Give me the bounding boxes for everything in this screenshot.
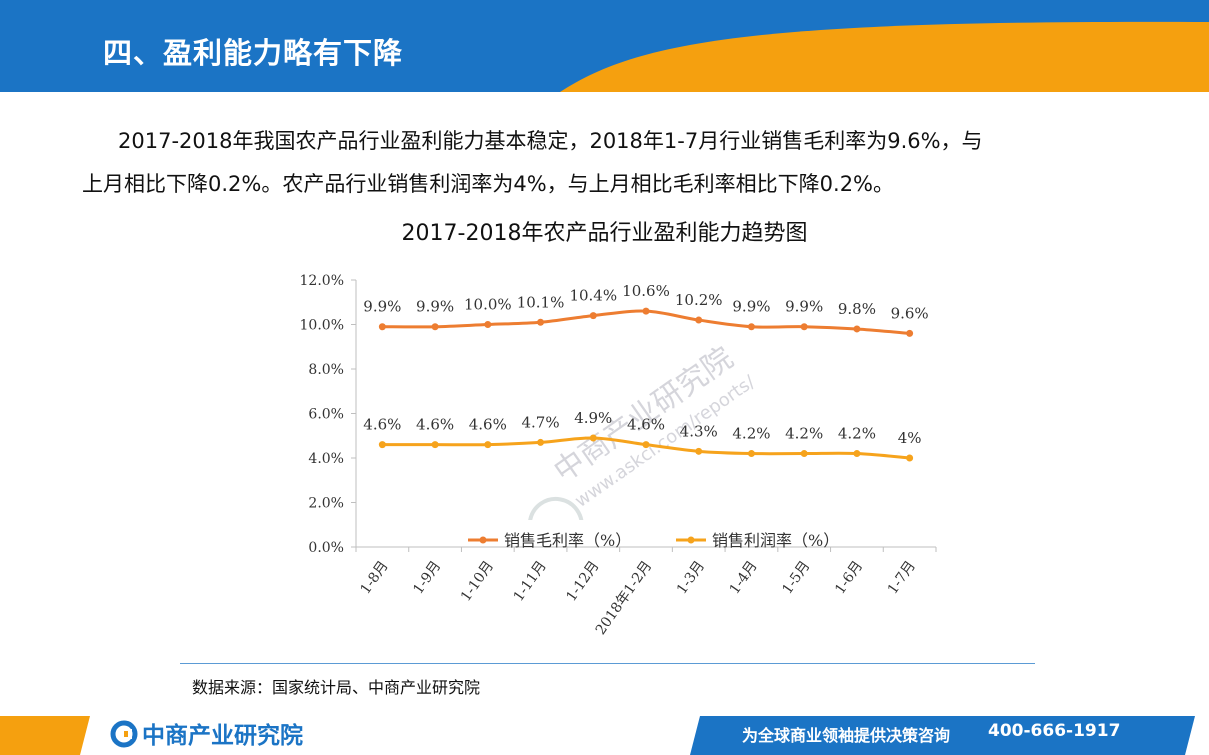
data-point: [484, 321, 492, 328]
watermark-logo: 中商产业研究院 www.askci.com/reports/: [527, 341, 760, 520]
data-label: 4.6%: [627, 416, 665, 434]
data-point: [537, 438, 545, 446]
x-tick-label: 2018年1-2月: [593, 558, 656, 638]
data-point: [853, 450, 861, 458]
legend-label: 销售毛利率（%）: [504, 531, 631, 550]
data-label: 4.2%: [838, 425, 876, 443]
data-label: 10.6%: [622, 282, 670, 300]
x-tick-label: 1-10月: [458, 558, 497, 604]
data-label: 4.6%: [416, 416, 454, 434]
data-point: [484, 441, 492, 449]
x-tick-label: 1-3月: [674, 558, 708, 597]
data-point: [589, 434, 597, 442]
legend-swatch-marker: [687, 536, 695, 544]
footer-banner: [0, 716, 1195, 755]
page-title: 四、盈利能力略有下降: [103, 36, 404, 70]
data-label: 10.2%: [675, 291, 723, 309]
data-point: [431, 323, 439, 331]
data-label: 9.9%: [416, 298, 454, 316]
data-point: [537, 318, 545, 326]
y-tick-label: 6.0%: [308, 407, 344, 423]
line-chart: 0.0% 2.0% 4.0% 6.0% 8.0% 10.0% 12.0% 1-8月 1-9月 1-…: [300, 273, 937, 638]
x-tick-label: 1-8月: [358, 558, 392, 597]
data-point: [800, 450, 808, 458]
data-label: 4.6%: [469, 416, 507, 434]
x-tick-label: 1-4月: [727, 558, 761, 597]
data-label: 9.9%: [732, 298, 770, 316]
source-divider: [180, 663, 1035, 664]
data-point: [642, 441, 650, 449]
x-tick-label: 1-9月: [410, 558, 444, 597]
data-label: 10.1%: [517, 293, 565, 311]
data-label: 10.0%: [464, 296, 512, 314]
intro-line-2: 上月相比下降0.2%。农产品行业销售利润率为4%，与上月相比毛利率相比下降0.2…: [82, 172, 895, 196]
data-point: [378, 323, 386, 331]
intro-paragraph: 2017-2018年我国农产品行业盈利能力基本稳定，2018年1-7月行业销售毛…: [82, 120, 1122, 206]
data-point: [906, 454, 914, 462]
legend-label: 销售利润率（%）: [712, 531, 839, 550]
y-tick-label: 2.0%: [308, 496, 344, 512]
data-label: 9.9%: [363, 298, 401, 316]
data-label: 9.6%: [891, 304, 929, 322]
chart-title: 2017-2018年农产品行业盈利能力趋势图: [401, 221, 808, 246]
y-tick-label: 10.0%: [300, 318, 344, 334]
data-point: [853, 325, 861, 333]
x-tick-label: 1-5月: [779, 558, 813, 597]
data-point: [747, 450, 755, 458]
data-label: 9.9%: [785, 298, 823, 316]
footer-slogan: 为全球商业领袖提供决策咨询: [742, 726, 951, 745]
data-point: [695, 447, 703, 455]
data-label: 4.9%: [574, 409, 612, 427]
data-point: [642, 307, 650, 315]
data-label: 4.7%: [521, 413, 559, 431]
y-tick-label: 4.0%: [308, 451, 344, 467]
data-label: 4.2%: [732, 425, 770, 443]
data-point: [906, 329, 914, 337]
data-point: [800, 323, 808, 331]
y-tick-label: 8.0%: [308, 362, 344, 378]
data-label: 4.6%: [363, 416, 401, 434]
legend-swatch-marker: [479, 536, 487, 544]
data-point: [431, 441, 439, 449]
data-source: 数据来源：国家统计局、中商产业研究院: [192, 678, 481, 697]
data-point: [747, 323, 755, 331]
footer-logo-text: 中商产业研究院: [142, 723, 303, 749]
data-label: 4.3%: [680, 422, 718, 440]
x-tick-label: 1-11月: [511, 558, 550, 604]
data-label: 4.2%: [785, 425, 823, 443]
data-point: [589, 312, 597, 320]
x-tick-label: 1-12月: [563, 558, 602, 604]
data-point: [695, 316, 703, 324]
footer-phone: 400-666-1917: [988, 721, 1121, 741]
intro-line-1: 2017-2018年我国农产品行业盈利能力基本稳定，2018年1-7月行业销售毛…: [118, 129, 983, 153]
data-label: 9.8%: [838, 300, 876, 318]
data-point: [378, 441, 386, 449]
x-tick-label: 1-7月: [885, 558, 919, 597]
y-tick-label: 0.0%: [308, 540, 344, 556]
x-tick-label: 1-6月: [832, 558, 866, 597]
header-banner: [0, 0, 1209, 92]
data-label: 4%: [898, 429, 922, 447]
data-label: 10.4%: [569, 287, 617, 305]
y-tick-label: 12.0%: [300, 273, 344, 289]
